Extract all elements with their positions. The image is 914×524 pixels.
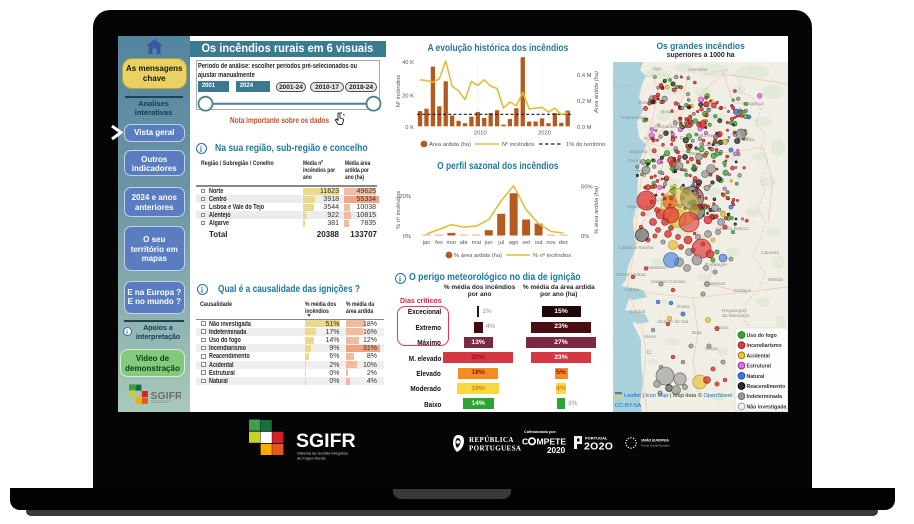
svg-text:out: out	[535, 240, 543, 246]
svg-text:fev: fev	[435, 240, 443, 246]
svg-text:20 K: 20 K	[402, 94, 414, 100]
svg-text:Santarém: Santarém	[646, 265, 667, 271]
svg-text:Área ardida (ha): Área ardida (ha)	[593, 71, 600, 114]
svg-text:Ourense: Ourense	[689, 67, 708, 73]
svg-text:Chaves: Chaves	[710, 105, 727, 111]
svg-text:Badajoz: Badajoz	[734, 288, 752, 294]
svg-text:Leaflet | Icon Map | Map data: Leaflet | Icon Map | Map data © OpenStre…	[624, 392, 733, 399]
svg-text:Alcácer do Sal: Alcácer do Sal	[657, 319, 688, 325]
svg-text:C: C	[522, 437, 528, 447]
svg-text:% nº incêndios: % nº incêndios	[533, 252, 571, 259]
svg-text:Lisboa: Lisboa	[625, 287, 639, 293]
svg-text:2010: 2010	[474, 131, 487, 137]
svg-text:1% do território: 1% do território	[566, 142, 605, 148]
svg-text:Indeterminada: Indeterminada	[747, 394, 783, 400]
svg-text:Natural: Natural	[747, 374, 765, 380]
svg-text:Espinho: Espinho	[630, 149, 648, 155]
svg-text:Esposende: Esposende	[621, 115, 645, 121]
svg-text:Castelo Branco: Castelo Branco	[716, 226, 749, 232]
svg-text:Reacendimento: Reacendimento	[747, 384, 786, 390]
svg-text:0,2 M: 0,2 M	[577, 99, 592, 105]
svg-text:Uso do fogo: Uso do fogo	[747, 333, 777, 339]
svg-text:2020: 2020	[547, 446, 566, 455]
svg-text:0 K: 0 K	[405, 125, 414, 131]
svg-text:% área ardida (ha): % área ardida (ha)	[454, 253, 502, 259]
svg-text:20%: 20%	[399, 194, 411, 200]
svg-text:SGIFR: SGIFR	[296, 430, 356, 452]
svg-text:abr: abr	[460, 240, 468, 246]
svg-text:jul: jul	[497, 240, 504, 246]
svg-text:Bragança: Bragança	[743, 101, 764, 107]
svg-text:SGIFR: SGIFR	[151, 390, 182, 402]
svg-text:0,0 M: 0,0 M	[577, 125, 592, 131]
svg-text:2020: 2020	[538, 131, 551, 137]
svg-text:Moura: Moura	[715, 325, 729, 331]
svg-text:Acidental: Acidental	[747, 353, 771, 359]
svg-text:Cofinanciado por:: Cofinanciado por:	[524, 430, 556, 434]
svg-text:Incendiarismo: Incendiarismo	[747, 343, 782, 349]
svg-text:set: set	[522, 240, 530, 246]
svg-text:de Fogos Rurais: de Fogos Rurais	[297, 455, 326, 460]
svg-text:Nº incêndios: Nº incêndios	[395, 75, 402, 108]
svg-text:0,4 M: 0,4 M	[577, 73, 592, 79]
svg-text:Sines: Sines	[644, 334, 657, 340]
svg-text:0%: 0%	[581, 234, 589, 240]
svg-text:Nº incêndios: Nº incêndios	[502, 141, 535, 148]
svg-text:Vigo: Vigo	[652, 66, 662, 72]
svg-text:Estrutural: Estrutural	[747, 364, 772, 370]
svg-text:Reguengos: Reguengos	[722, 308, 747, 314]
svg-text:de Monsaraz: de Monsaraz	[722, 313, 750, 319]
svg-text:Beja: Beja	[692, 330, 702, 336]
svg-text:40 K: 40 K	[402, 60, 414, 66]
svg-text:Sistema de Gestão Integrada: Sistema de Gestão Integrada	[297, 450, 348, 455]
svg-text:Guarda: Guarda	[738, 137, 754, 143]
svg-text:mai: mai	[472, 240, 481, 246]
svg-text:nov: nov	[546, 240, 555, 246]
svg-text:REPÚBLICA: REPÚBLICA	[469, 436, 514, 444]
svg-text:Não investigada: Não investigada	[747, 404, 787, 410]
svg-text:Caldas a Rainha: Caldas a Rainha	[618, 245, 654, 251]
svg-text:% nº incêndios: % nº incêndios	[395, 191, 402, 229]
svg-text:MPETE: MPETE	[537, 437, 567, 447]
svg-text:% área ardida (ha): % área ardida (ha)	[594, 186, 600, 234]
svg-text:Cáceres: Cáceres	[761, 250, 779, 256]
svg-text:Fundo Social Europeu: Fundo Social Europeu	[641, 444, 670, 448]
svg-text:PORTUGAL: PORTUGAL	[585, 436, 608, 441]
svg-text:mar: mar	[446, 240, 456, 246]
svg-text:Portalegre: Portalegre	[705, 262, 727, 268]
svg-text:PORTUGUESA: PORTUGUESA	[469, 445, 521, 453]
svg-text:0%: 0%	[403, 234, 411, 240]
svg-text:Setúbal: Setúbal	[629, 309, 645, 315]
svg-text:Évora: Évora	[677, 303, 690, 310]
svg-text:Porto: Porto	[644, 136, 656, 142]
svg-text:Viana C: Viana C	[638, 100, 656, 106]
svg-text:Serpa: Serpa	[705, 346, 718, 352]
svg-text:UNIÃO EUROPEIA: UNIÃO EUROPEIA	[641, 438, 670, 443]
svg-text:2O2O: 2O2O	[584, 441, 613, 453]
svg-text:Samora Correia: Samora Correia	[651, 279, 685, 285]
svg-text:Mérida: Mérida	[768, 277, 783, 283]
svg-text:Área ardida (ha): Área ardida (ha)	[429, 141, 471, 148]
svg-text:50%: 50%	[581, 185, 593, 191]
svg-text:ago: ago	[509, 240, 519, 246]
svg-text:jun: jun	[484, 240, 493, 246]
svg-text:Estremoz: Estremoz	[705, 281, 726, 287]
svg-text:Guimarães: Guimarães	[654, 124, 678, 130]
svg-text:CC-BY-SA: CC-BY-SA	[615, 403, 641, 409]
svg-text:Viseu: Viseu	[689, 151, 701, 157]
svg-text:jan: jan	[422, 240, 431, 246]
svg-text:Torres Vedras: Torres Vedras	[616, 272, 646, 278]
svg-text:Vila Real: Vila Real	[698, 133, 717, 139]
svg-text:dez: dez	[559, 240, 568, 246]
svg-text:Ovar: Ovar	[628, 158, 639, 164]
svg-text:Braga: Braga	[661, 109, 674, 115]
